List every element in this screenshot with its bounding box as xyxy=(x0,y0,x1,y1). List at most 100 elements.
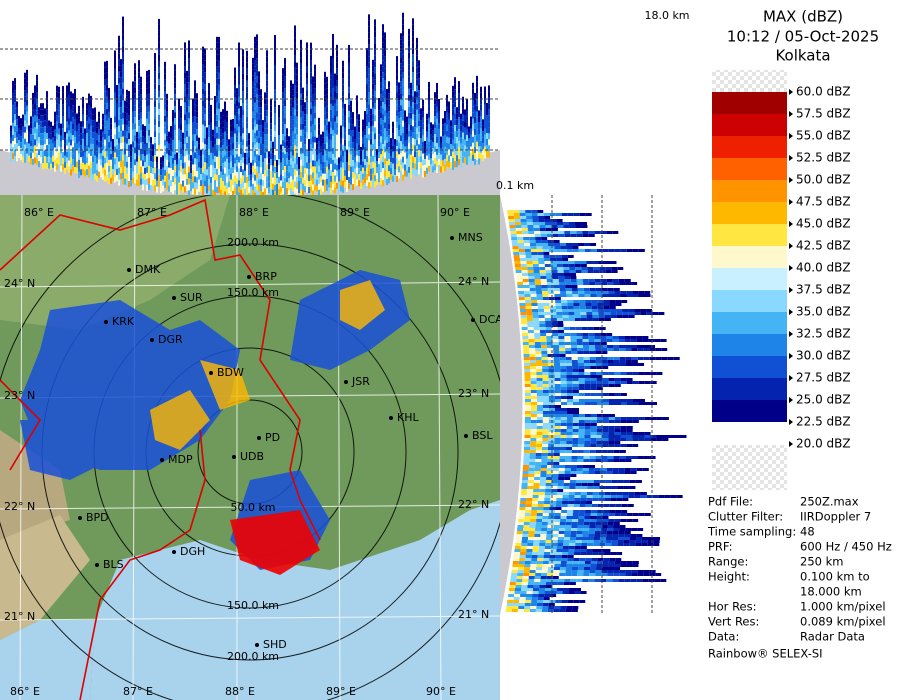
echo-column xyxy=(382,132,384,139)
echo-column xyxy=(258,137,260,144)
echo-column xyxy=(402,168,404,175)
echo-row xyxy=(535,459,542,462)
echo-column xyxy=(190,161,192,168)
echo-column xyxy=(110,171,112,178)
echo-column xyxy=(202,58,204,65)
echo-column xyxy=(38,107,40,114)
echo-column xyxy=(454,95,456,102)
echo-row xyxy=(612,279,619,282)
echo-column xyxy=(438,140,440,147)
echo-row xyxy=(560,399,567,402)
echo-column xyxy=(390,138,392,145)
echo-column xyxy=(252,159,254,166)
echo-column xyxy=(454,113,456,120)
echo-column xyxy=(148,99,150,106)
echo-column xyxy=(118,155,120,162)
echo-column xyxy=(366,72,368,79)
echo-column xyxy=(276,166,278,173)
echo-column xyxy=(382,60,384,67)
echo-row xyxy=(626,249,633,252)
echo-column xyxy=(56,109,58,116)
echo-column xyxy=(246,62,248,69)
echo-row xyxy=(546,336,553,339)
echo-column xyxy=(78,159,80,166)
echo-column xyxy=(270,189,272,195)
echo-column xyxy=(14,78,16,85)
echo-column xyxy=(484,104,486,111)
echo-row xyxy=(585,213,592,216)
echo-column xyxy=(348,128,350,135)
echo-column xyxy=(24,72,26,79)
echo-column xyxy=(274,77,276,84)
echo-column xyxy=(382,144,384,151)
echo-column xyxy=(234,157,236,164)
echo-row xyxy=(583,357,590,360)
echo-row xyxy=(571,360,578,363)
echo-column xyxy=(204,90,206,97)
echo-row xyxy=(524,417,531,420)
echo-row xyxy=(558,336,565,339)
echo-column xyxy=(20,124,22,131)
echo-column xyxy=(114,110,116,117)
echo-column xyxy=(416,169,418,176)
echo-column xyxy=(368,56,370,63)
echo-row xyxy=(526,216,533,219)
echo-row xyxy=(573,303,580,306)
echo-row xyxy=(630,471,637,474)
echo-row xyxy=(534,231,541,234)
echo-column xyxy=(248,175,250,182)
echo-column xyxy=(248,169,250,176)
echo-column xyxy=(400,105,402,112)
echo-row xyxy=(680,435,687,438)
echo-column xyxy=(310,72,312,79)
echo-column xyxy=(414,151,416,158)
echo-row xyxy=(582,231,589,234)
echo-column xyxy=(76,119,78,126)
echo-column xyxy=(396,176,398,183)
echo-column xyxy=(174,172,176,179)
echo-column xyxy=(66,103,68,110)
echo-column xyxy=(438,128,440,135)
echo-row xyxy=(546,339,553,342)
echo-column xyxy=(310,138,312,145)
echo-column xyxy=(82,144,84,151)
echo-row xyxy=(620,420,627,423)
echo-column xyxy=(386,173,388,180)
echo-column xyxy=(488,97,490,104)
echo-row xyxy=(547,462,554,465)
echo-row xyxy=(608,372,615,375)
echo-row xyxy=(544,315,551,318)
echo-column xyxy=(152,150,154,157)
echo-column xyxy=(138,150,140,157)
echo-column xyxy=(256,40,258,47)
echo-column xyxy=(470,122,472,129)
echo-row xyxy=(549,306,556,309)
echo-column xyxy=(208,191,210,195)
echo-column xyxy=(346,150,348,157)
echo-row xyxy=(626,432,633,435)
echo-column xyxy=(274,59,276,66)
echo-column xyxy=(294,151,296,158)
echo-column xyxy=(100,165,102,172)
echo-row xyxy=(560,249,567,252)
echo-row xyxy=(636,339,643,342)
echo-column xyxy=(484,116,486,123)
echo-column xyxy=(410,82,412,89)
echo-column xyxy=(378,134,380,141)
echo-row xyxy=(580,492,587,495)
echo-column xyxy=(396,92,398,99)
echo-column xyxy=(290,146,292,153)
echo-column xyxy=(422,165,424,172)
echo-row xyxy=(572,378,579,381)
echo-row xyxy=(624,339,631,342)
echo-column xyxy=(478,134,480,141)
echo-row xyxy=(658,495,665,498)
echo-column xyxy=(110,117,112,124)
echo-column xyxy=(186,118,188,125)
echo-row xyxy=(616,495,623,498)
echo-column xyxy=(326,136,328,143)
echo-row xyxy=(585,306,592,309)
echo-column xyxy=(348,92,350,99)
echo-column xyxy=(104,157,106,164)
echo-column xyxy=(284,112,286,119)
